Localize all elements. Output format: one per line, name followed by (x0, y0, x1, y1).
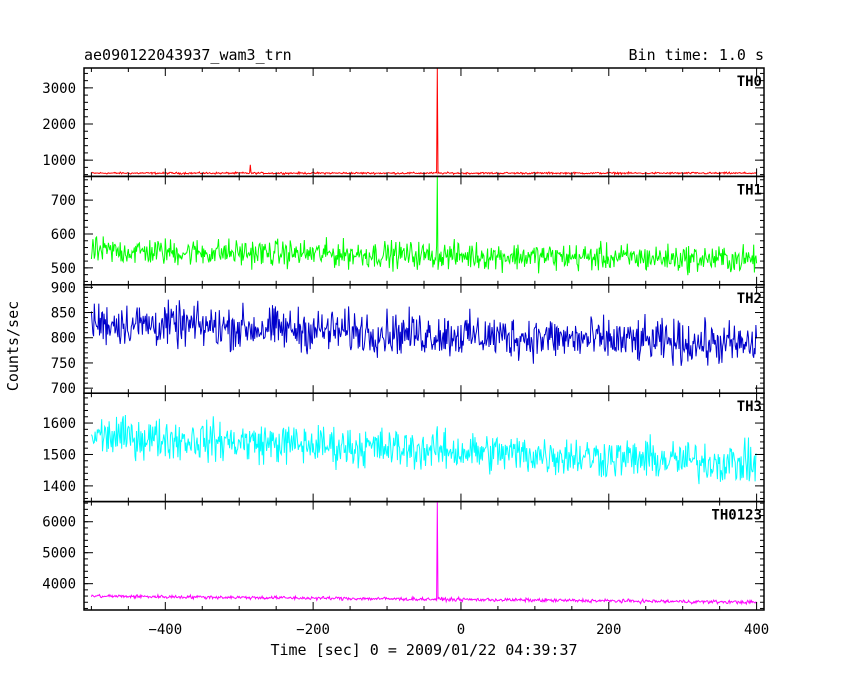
y-tick-label: 1500 (42, 447, 76, 463)
y-axis-label: Counts/sec (4, 301, 22, 391)
figure-title: ae090122043937_wam3_trn (84, 46, 292, 64)
series-line-th2 (90, 299, 758, 366)
series-line-th1 (90, 176, 758, 276)
y-tick-label: 2000 (42, 117, 76, 133)
y-tick-label: 1000 (42, 153, 76, 169)
y-tick-label: 700 (51, 381, 76, 397)
panel-label-th0: TH0 (737, 74, 762, 90)
y-tick-label: 850 (51, 306, 76, 322)
y-tick-label: 800 (51, 331, 76, 347)
y-tick-label: 3000 (42, 81, 76, 97)
y-tick-label: 900 (51, 280, 76, 296)
y-tick-label: 1400 (42, 479, 76, 495)
y-tick-label: 750 (51, 356, 76, 372)
series-line-th3 (90, 414, 757, 485)
x-axis-label: Time [sec] 0 = 2009/01/22 04:39:37 (270, 641, 577, 659)
x-tick-label: 400 (744, 622, 769, 638)
panel-frame-th1 (83, 175, 765, 286)
y-tick-label: 500 (51, 261, 76, 277)
panel-label-th3: TH3 (737, 399, 762, 415)
bin-time-label: Bin time: 1.0 s (629, 46, 764, 64)
panel-label-th0123: TH0123 (711, 508, 762, 524)
x-tick-label: 0 (457, 622, 465, 638)
series-line-th0 (91, 67, 758, 176)
x-tick-label: −400 (148, 622, 182, 638)
panel-label-th2: TH2 (737, 291, 762, 307)
y-tick-label: 6000 (42, 515, 76, 531)
panel-frame-th0123 (83, 500, 765, 611)
y-tick-label: 5000 (42, 546, 76, 562)
panel-frame-th0 (83, 67, 765, 178)
y-tick-label: 600 (51, 227, 76, 243)
x-tick-label: 200 (596, 622, 621, 638)
y-tick-label: 1600 (42, 416, 76, 432)
y-tick-label: 700 (51, 193, 76, 209)
x-tick-label: −200 (296, 622, 330, 638)
y-tick-label: 4000 (42, 577, 76, 593)
panels-group: TH0100020003000TH1500600700TH27007508008… (42, 67, 769, 638)
series-line-th0123 (90, 501, 757, 606)
panel-label-th1: TH1 (737, 182, 762, 198)
